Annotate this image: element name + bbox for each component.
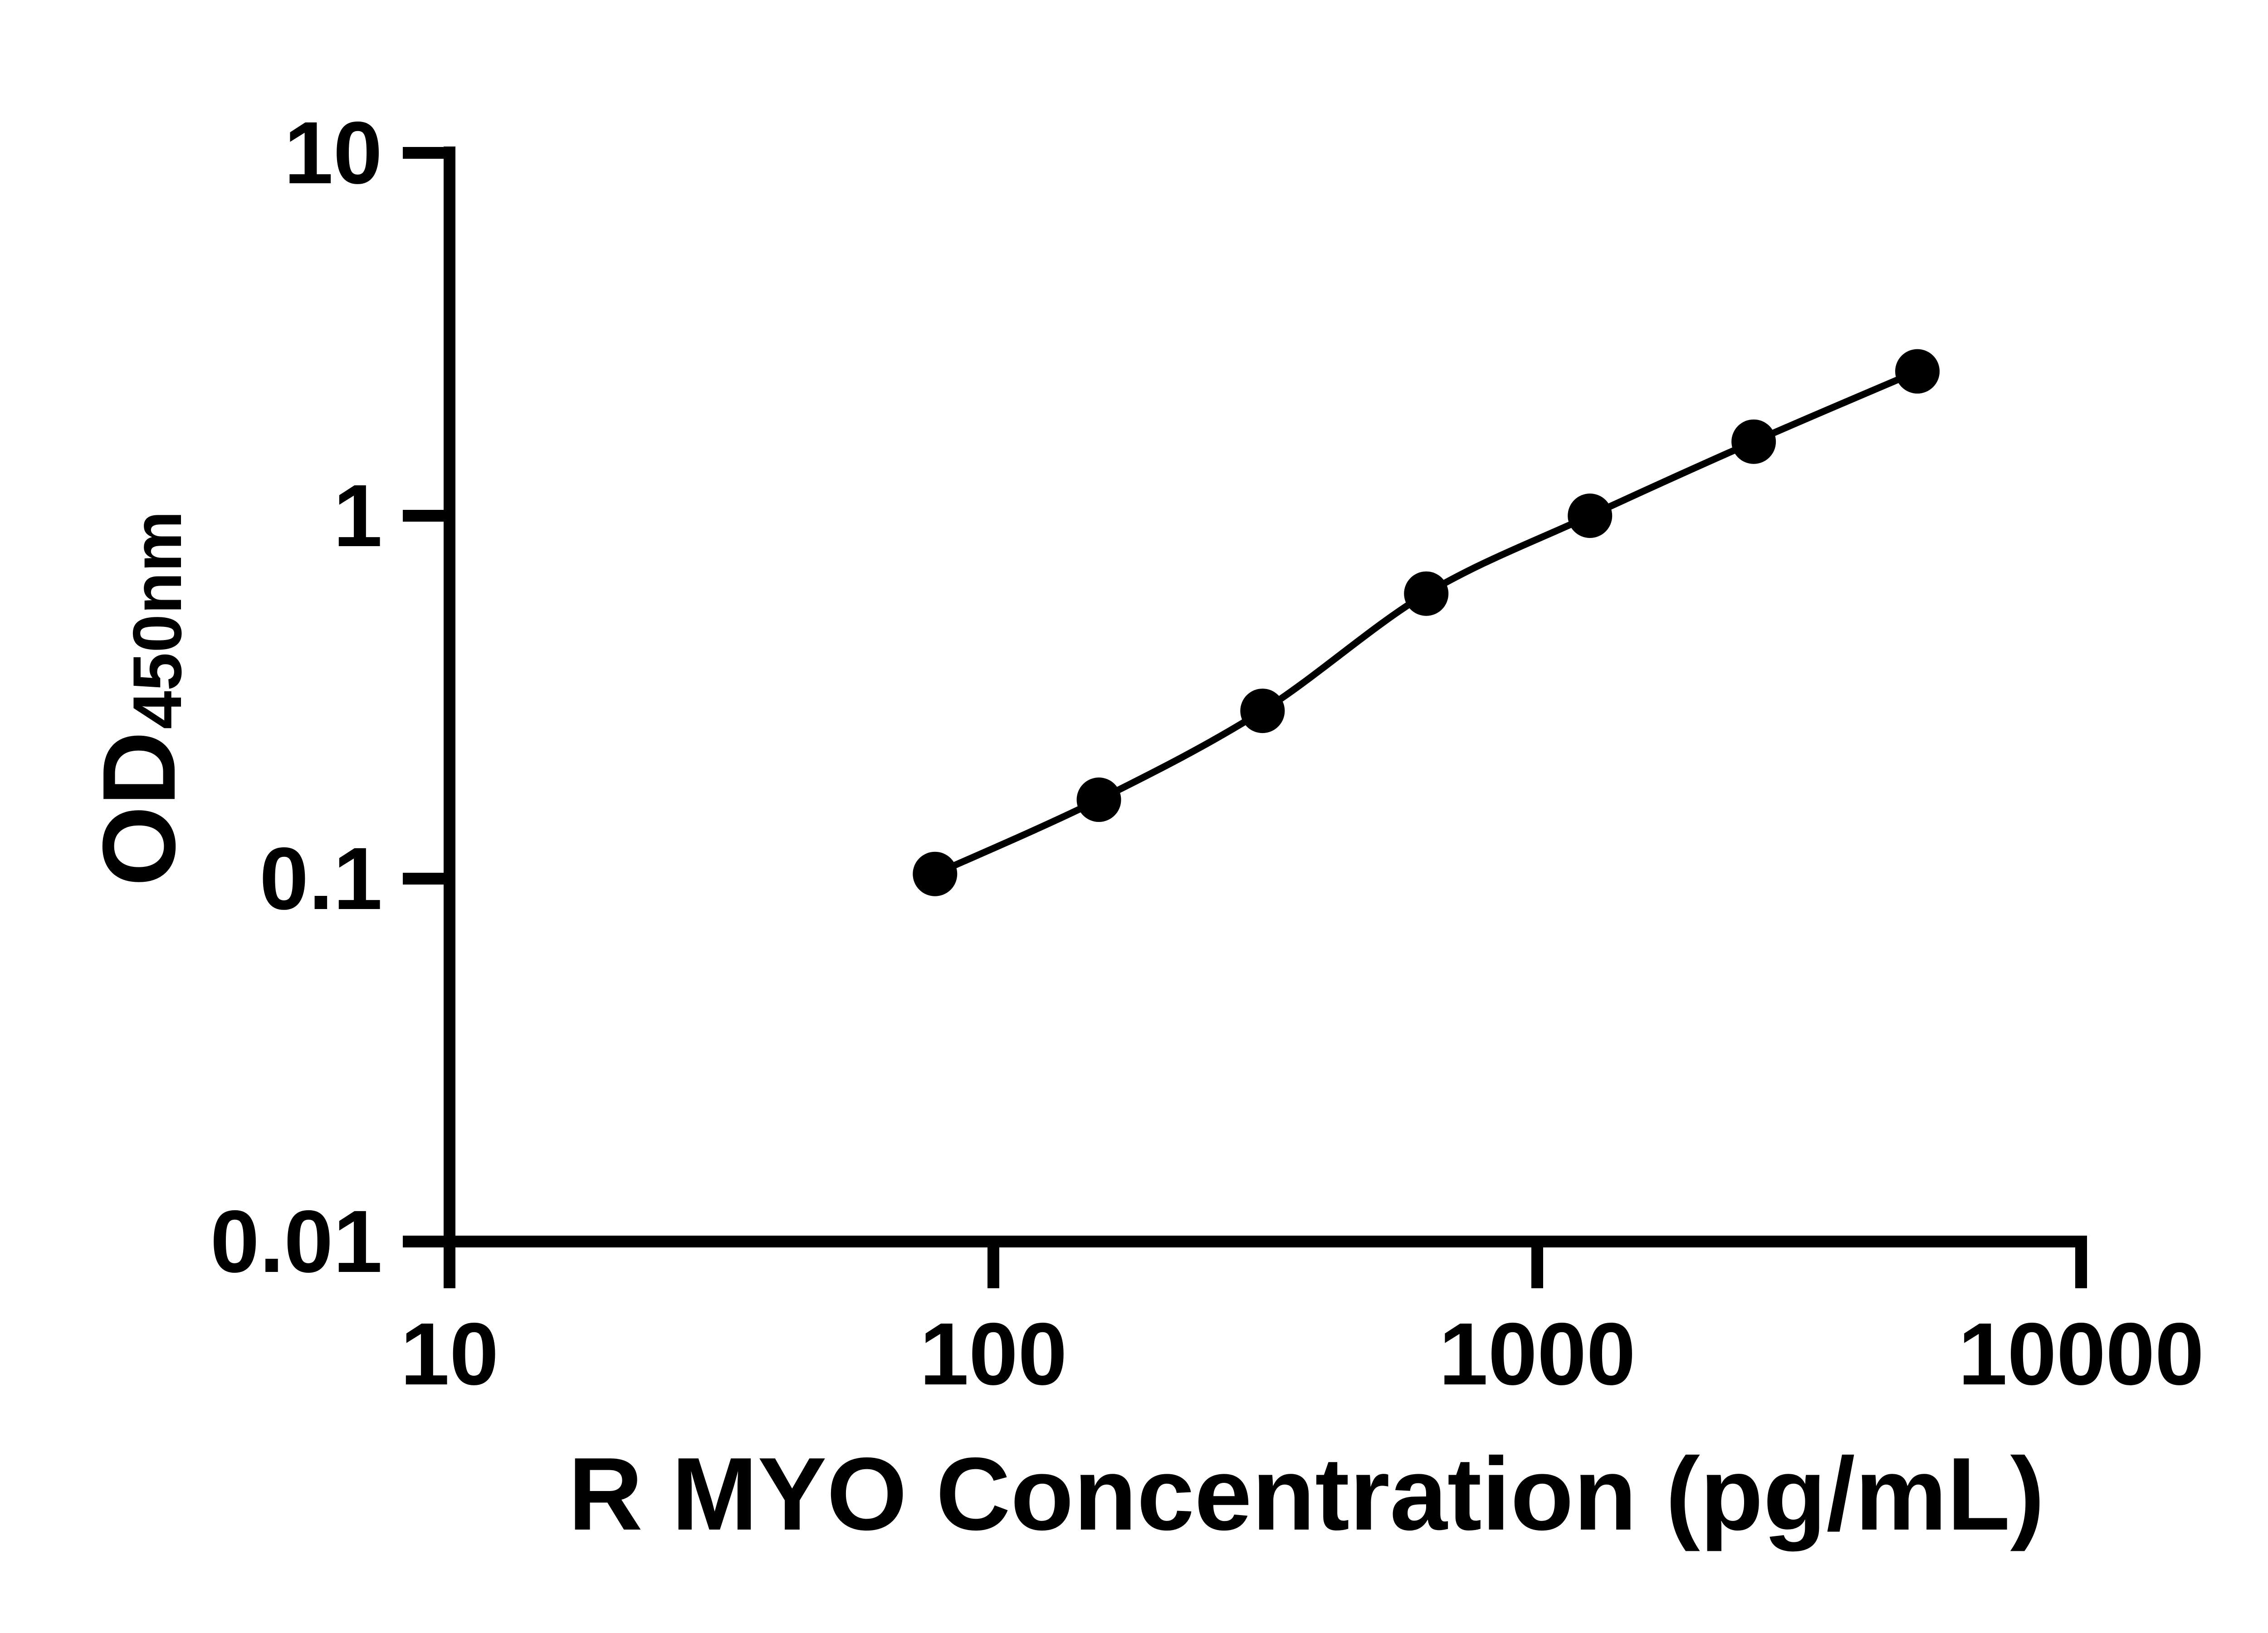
data-point-312.5 <box>1240 689 1285 733</box>
data-point-1250 <box>1568 494 1613 538</box>
data-point-625 <box>1404 571 1449 616</box>
y-tick-label: 0.01 <box>210 1192 382 1291</box>
y-tick-label: 10 <box>284 103 382 202</box>
y-tick-label: 1 <box>333 466 382 565</box>
x-axis-tick-labels: 10 100 1000 10000 <box>401 1305 2204 1403</box>
data-point-5000 <box>1895 349 1940 394</box>
y-axis-title-main: OD <box>82 731 197 886</box>
y-axis-title-subscript: 450nm <box>119 511 196 729</box>
y-axis-tick-labels: 10 1 0.1 0.01 <box>210 103 382 1291</box>
x-tick-label: 100 <box>919 1305 1067 1403</box>
x-axis-title: R MYO Concentration (pg/mL) <box>568 1437 2044 1552</box>
x-axis-ticks <box>444 1242 2087 1288</box>
data-point-156.3 <box>1076 777 1121 822</box>
standard-curve-series <box>913 349 1940 896</box>
data-point-78.1 <box>913 851 958 896</box>
x-tick-label: 10000 <box>1958 1305 2204 1403</box>
x-tick-label: 10 <box>401 1305 499 1403</box>
y-axis-title: OD 450nm <box>82 511 197 886</box>
y-tick-label: 0.1 <box>259 829 382 928</box>
axes <box>444 147 2087 1288</box>
x-tick-label: 1000 <box>1439 1305 1636 1403</box>
y-axis-ticks <box>403 147 450 1247</box>
data-point-2500 <box>1731 419 1776 464</box>
